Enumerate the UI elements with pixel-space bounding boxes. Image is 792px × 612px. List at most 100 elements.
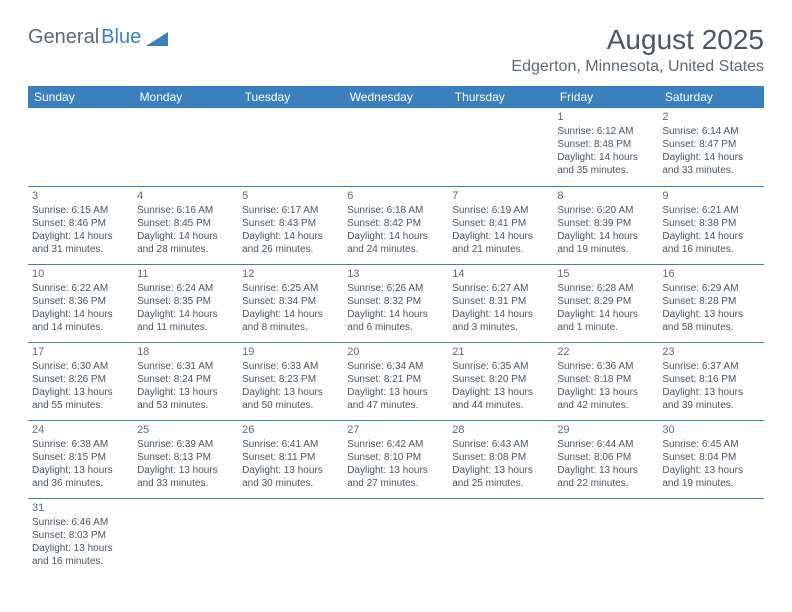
calendar-body: 1Sunrise: 6:12 AMSunset: 8:48 PMDaylight… (28, 108, 764, 576)
day-number: 1 (557, 110, 654, 124)
calendar-day-cell: 3Sunrise: 6:15 AMSunset: 8:46 PMDaylight… (28, 186, 133, 264)
daylight-text: Daylight: 14 hours and 33 minutes. (662, 151, 759, 177)
title-block: August 2025 Edgerton, Minnesota, United … (511, 24, 764, 76)
sunrise-text: Sunrise: 6:36 AM (557, 360, 654, 373)
day-number: 14 (452, 267, 549, 281)
day-number: 8 (557, 189, 654, 203)
sunset-text: Sunset: 8:16 PM (662, 373, 759, 386)
daylight-text: Daylight: 13 hours and 33 minutes. (137, 464, 234, 490)
day-number: 11 (137, 267, 234, 281)
daylight-text: Daylight: 14 hours and 16 minutes. (662, 230, 759, 256)
sunset-text: Sunset: 8:23 PM (242, 373, 339, 386)
calendar-day-cell: 20Sunrise: 6:34 AMSunset: 8:21 PMDayligh… (343, 342, 448, 420)
sunset-text: Sunset: 8:24 PM (137, 373, 234, 386)
calendar-day-cell: 15Sunrise: 6:28 AMSunset: 8:29 PMDayligh… (553, 264, 658, 342)
sunrise-text: Sunrise: 6:12 AM (557, 125, 654, 138)
calendar-week-row: 31Sunrise: 6:46 AMSunset: 8:03 PMDayligh… (28, 498, 764, 576)
calendar-day-cell: 30Sunrise: 6:45 AMSunset: 8:04 PMDayligh… (658, 420, 763, 498)
calendar-day-cell (238, 108, 343, 186)
sunrise-text: Sunrise: 6:25 AM (242, 282, 339, 295)
day-number: 3 (32, 189, 129, 203)
day-number: 26 (242, 423, 339, 437)
day-number: 5 (242, 189, 339, 203)
sunset-text: Sunset: 8:28 PM (662, 295, 759, 308)
calendar-day-cell: 4Sunrise: 6:16 AMSunset: 8:45 PMDaylight… (133, 186, 238, 264)
sunrise-text: Sunrise: 6:35 AM (452, 360, 549, 373)
sunrise-text: Sunrise: 6:19 AM (452, 204, 549, 217)
calendar-day-cell: 31Sunrise: 6:46 AMSunset: 8:03 PMDayligh… (28, 498, 133, 576)
sunrise-text: Sunrise: 6:14 AM (662, 125, 759, 138)
sunset-text: Sunset: 8:41 PM (452, 217, 549, 230)
calendar-day-cell (343, 108, 448, 186)
daylight-text: Daylight: 13 hours and 30 minutes. (242, 464, 339, 490)
calendar-day-cell: 24Sunrise: 6:38 AMSunset: 8:15 PMDayligh… (28, 420, 133, 498)
sunrise-text: Sunrise: 6:26 AM (347, 282, 444, 295)
calendar-week-row: 3Sunrise: 6:15 AMSunset: 8:46 PMDaylight… (28, 186, 764, 264)
sunset-text: Sunset: 8:38 PM (662, 217, 759, 230)
day-number: 2 (662, 110, 759, 124)
daylight-text: Daylight: 13 hours and 42 minutes. (557, 386, 654, 412)
sunset-text: Sunset: 8:34 PM (242, 295, 339, 308)
sunrise-text: Sunrise: 6:20 AM (557, 204, 654, 217)
calendar-day-cell (448, 498, 553, 576)
sunset-text: Sunset: 8:29 PM (557, 295, 654, 308)
calendar-day-cell: 28Sunrise: 6:43 AMSunset: 8:08 PMDayligh… (448, 420, 553, 498)
sunrise-text: Sunrise: 6:38 AM (32, 438, 129, 451)
sunrise-text: Sunrise: 6:44 AM (557, 438, 654, 451)
daylight-text: Daylight: 14 hours and 3 minutes. (452, 308, 549, 334)
daylight-text: Daylight: 13 hours and 39 minutes. (662, 386, 759, 412)
sunrise-text: Sunrise: 6:24 AM (137, 282, 234, 295)
sunrise-text: Sunrise: 6:46 AM (32, 516, 129, 529)
sunrise-text: Sunrise: 6:31 AM (137, 360, 234, 373)
daylight-text: Daylight: 14 hours and 28 minutes. (137, 230, 234, 256)
calendar-week-row: 10Sunrise: 6:22 AMSunset: 8:36 PMDayligh… (28, 264, 764, 342)
daylight-text: Daylight: 13 hours and 36 minutes. (32, 464, 129, 490)
weekday-header: Saturday (658, 86, 763, 108)
sunrise-text: Sunrise: 6:37 AM (662, 360, 759, 373)
daylight-text: Daylight: 13 hours and 25 minutes. (452, 464, 549, 490)
day-number: 25 (137, 423, 234, 437)
sunrise-text: Sunrise: 6:33 AM (242, 360, 339, 373)
calendar-day-cell: 10Sunrise: 6:22 AMSunset: 8:36 PMDayligh… (28, 264, 133, 342)
weekday-header: Tuesday (238, 86, 343, 108)
sunrise-text: Sunrise: 6:21 AM (662, 204, 759, 217)
sunset-text: Sunset: 8:45 PM (137, 217, 234, 230)
calendar-day-cell (28, 108, 133, 186)
calendar-day-cell (133, 108, 238, 186)
sunset-text: Sunset: 8:36 PM (32, 295, 129, 308)
calendar-day-cell (658, 498, 763, 576)
sunrise-text: Sunrise: 6:42 AM (347, 438, 444, 451)
sunrise-text: Sunrise: 6:29 AM (662, 282, 759, 295)
sunset-text: Sunset: 8:08 PM (452, 451, 549, 464)
daylight-text: Daylight: 14 hours and 26 minutes. (242, 230, 339, 256)
daylight-text: Daylight: 13 hours and 58 minutes. (662, 308, 759, 334)
daylight-text: Daylight: 13 hours and 22 minutes. (557, 464, 654, 490)
sunrise-text: Sunrise: 6:30 AM (32, 360, 129, 373)
calendar-day-cell: 13Sunrise: 6:26 AMSunset: 8:32 PMDayligh… (343, 264, 448, 342)
sunset-text: Sunset: 8:18 PM (557, 373, 654, 386)
daylight-text: Daylight: 14 hours and 35 minutes. (557, 151, 654, 177)
daylight-text: Daylight: 13 hours and 47 minutes. (347, 386, 444, 412)
weekday-header: Monday (133, 86, 238, 108)
day-number: 23 (662, 345, 759, 359)
day-number: 6 (347, 189, 444, 203)
sunset-text: Sunset: 8:06 PM (557, 451, 654, 464)
sunrise-text: Sunrise: 6:28 AM (557, 282, 654, 295)
calendar-day-cell (238, 498, 343, 576)
sunrise-text: Sunrise: 6:17 AM (242, 204, 339, 217)
daylight-text: Daylight: 13 hours and 27 minutes. (347, 464, 444, 490)
sunrise-text: Sunrise: 6:45 AM (662, 438, 759, 451)
sunrise-text: Sunrise: 6:16 AM (137, 204, 234, 217)
day-number: 28 (452, 423, 549, 437)
calendar-week-row: 17Sunrise: 6:30 AMSunset: 8:26 PMDayligh… (28, 342, 764, 420)
calendar-day-cell: 23Sunrise: 6:37 AMSunset: 8:16 PMDayligh… (658, 342, 763, 420)
calendar-page: GeneralBlue August 2025 Edgerton, Minnes… (0, 0, 792, 600)
daylight-text: Daylight: 13 hours and 16 minutes. (32, 542, 129, 568)
sunset-text: Sunset: 8:20 PM (452, 373, 549, 386)
day-number: 29 (557, 423, 654, 437)
calendar-day-cell: 6Sunrise: 6:18 AMSunset: 8:42 PMDaylight… (343, 186, 448, 264)
calendar-day-cell: 7Sunrise: 6:19 AMSunset: 8:41 PMDaylight… (448, 186, 553, 264)
day-number: 7 (452, 189, 549, 203)
logo-text-blue: Blue (101, 26, 141, 49)
header: GeneralBlue August 2025 Edgerton, Minnes… (28, 24, 764, 76)
